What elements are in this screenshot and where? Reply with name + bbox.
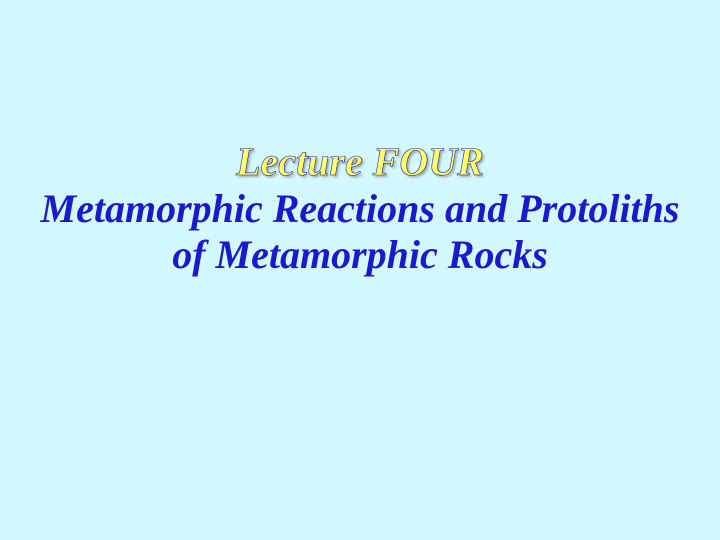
slide-container: Lecture FOUR Metamorphic Reactions and P…	[0, 0, 720, 540]
lecture-subtitle: Metamorphic Reactions and Protoliths of …	[40, 186, 680, 278]
lecture-title: Lecture FOUR	[236, 140, 484, 184]
